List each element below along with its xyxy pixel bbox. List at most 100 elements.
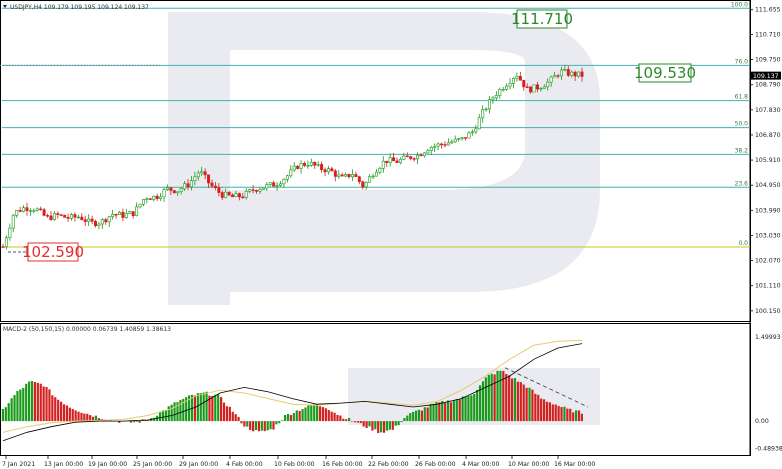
- macd-histogram-bar: [525, 387, 528, 422]
- macd-histogram-bar: [25, 383, 28, 422]
- macd-histogram-bar: [566, 408, 569, 422]
- time-tick-label: 13 Jan 00:00: [44, 461, 83, 468]
- macd-histogram-bar: [420, 410, 423, 422]
- candle-body: [539, 88, 543, 90]
- macd-histogram-bar: [260, 421, 263, 431]
- candle-body: [467, 132, 471, 139]
- macd-histogram-bar: [182, 398, 185, 422]
- macd-histogram-bar: [350, 421, 354, 422]
- target-mid-value: 109.530: [634, 64, 696, 82]
- candle-body: [350, 174, 354, 178]
- time-tick-label: 4 Feb 00:00: [226, 461, 263, 468]
- low-value-text: 102.590: [22, 243, 84, 261]
- macd-histogram-bar: [458, 399, 461, 422]
- time-tick-label: 29 Jan 00:00: [179, 461, 218, 468]
- macd-histogram-bar: [272, 421, 275, 430]
- candle-body: [70, 214, 74, 219]
- macd-histogram-bar: [403, 417, 406, 422]
- macd-histogram-bar: [423, 407, 426, 422]
- candle-body: [419, 154, 423, 157]
- candle-body: [183, 183, 187, 190]
- macd-histogram-bar: [473, 394, 476, 422]
- candle-body: [326, 168, 330, 173]
- candle-body: [405, 155, 409, 158]
- macd-histogram-bar: [461, 396, 464, 422]
- price-tick-label: 101.110: [755, 283, 781, 290]
- candle-body: [35, 208, 39, 211]
- candle-body: [32, 210, 36, 212]
- candle-body: [46, 215, 50, 217]
- macd-histogram-bar: [83, 413, 86, 422]
- candle-body: [446, 142, 450, 146]
- candle-body: [508, 83, 512, 87]
- macd-histogram-bar: [377, 421, 380, 434]
- candle-body: [333, 170, 337, 177]
- macd-histogram-bar: [59, 401, 63, 422]
- candle-body: [494, 95, 498, 99]
- candle-body: [481, 109, 485, 119]
- candle-body: [436, 143, 440, 147]
- candle-body: [258, 189, 262, 192]
- macd-histogram-bar: [313, 404, 316, 422]
- time-tick-label: 7 Jan 2021: [2, 461, 35, 468]
- macd-histogram-bar: [574, 410, 578, 422]
- candle-body: [25, 207, 29, 211]
- macd-histogram-bar: [249, 421, 252, 431]
- macd-histogram-bar: [80, 412, 83, 422]
- macd-histogram-bar: [173, 402, 176, 422]
- macd-histogram-bar: [554, 404, 557, 422]
- candle-body: [529, 86, 533, 93]
- dropdown-arrow-icon[interactable]: [3, 5, 7, 8]
- macd-histogram-bar: [353, 421, 357, 423]
- macd-histogram-bar: [217, 394, 220, 422]
- candle-body: [189, 180, 193, 188]
- candle-body: [66, 217, 70, 219]
- candle-body: [186, 183, 190, 188]
- macd-histogram-bar: [170, 404, 173, 422]
- macd-histogram-bar: [441, 401, 444, 422]
- macd-histogram-bar: [551, 404, 554, 422]
- candle-body: [28, 210, 32, 212]
- time-tick-label: 4 Mar 00:00: [462, 461, 499, 468]
- macd-histogram-bar: [36, 382, 39, 422]
- fib-label-2: 61.8: [735, 94, 749, 101]
- candle-body: [302, 163, 306, 166]
- candle-body: [453, 138, 457, 143]
- macd-histogram-bar: [577, 410, 581, 422]
- candle-body: [381, 160, 385, 169]
- macd-histogram-bar: [478, 385, 482, 422]
- candle-body: [59, 214, 63, 216]
- macd-histogram-bar: [316, 404, 319, 422]
- candle-body: [518, 76, 522, 81]
- macd-histogram-bar: [225, 406, 229, 422]
- candle-body: [100, 219, 104, 225]
- macd-histogram-bar: [295, 410, 298, 422]
- candle-body: [279, 183, 283, 186]
- candle-body: [374, 171, 378, 177]
- candle-body: [457, 138, 461, 140]
- macd-histogram-bar: [33, 381, 37, 422]
- candle-body: [470, 131, 474, 134]
- macd-histogram-bar: [22, 387, 25, 422]
- macd-histogram-bar: [51, 395, 54, 422]
- candle-body: [241, 196, 245, 198]
- candle-body: [559, 69, 563, 77]
- macd-histogram-bar: [540, 398, 543, 422]
- macd-histogram-bar: [94, 415, 98, 422]
- candle-body: [179, 188, 183, 193]
- macd-histogram-bar: [263, 421, 266, 432]
- time-tick-label: 25 Jan 00:00: [133, 461, 172, 468]
- macd-histogram-bar: [467, 396, 470, 422]
- candle-body: [289, 169, 293, 177]
- candle-body: [114, 214, 118, 216]
- macd-histogram-bar: [252, 421, 255, 432]
- macd-histogram-bar: [380, 421, 383, 433]
- fib-label-6: 0.0: [738, 240, 748, 247]
- candle-body: [18, 210, 22, 212]
- macd-tick-label: 1.49993: [755, 334, 781, 341]
- candle-body: [364, 181, 368, 188]
- candle-body: [371, 175, 375, 178]
- candle-body: [484, 108, 488, 111]
